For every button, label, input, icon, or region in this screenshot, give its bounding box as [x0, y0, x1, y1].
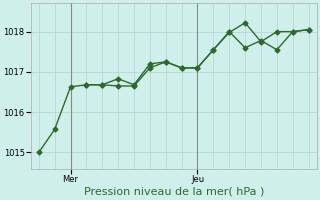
X-axis label: Pression niveau de la mer( hPa ): Pression niveau de la mer( hPa ) — [84, 187, 264, 197]
